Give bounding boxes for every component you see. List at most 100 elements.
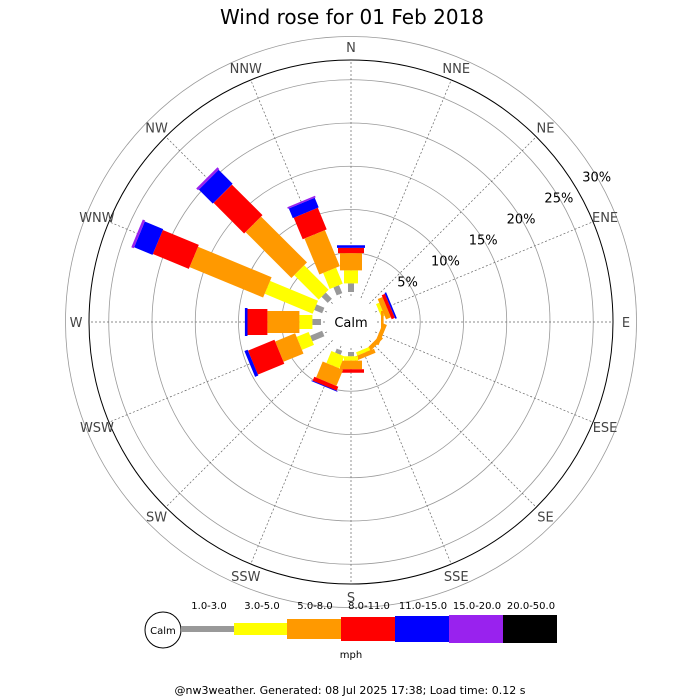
bar-nw-bin-4 xyxy=(213,184,263,234)
calm-center-label: Calm xyxy=(334,316,367,331)
bar-w-bin-1 xyxy=(312,319,321,325)
direction-label-ne: NE xyxy=(536,122,554,137)
direction-labels: N NNE NE ENE E ESE SE SSE S SSW SW WSW W WNW NW NNW xyxy=(70,41,631,606)
spoke-ne xyxy=(369,136,537,304)
bar-wsw-bin-1 xyxy=(310,330,325,342)
legend-swatch-1 xyxy=(181,626,234,632)
bar-wsw-bin-4 xyxy=(248,339,285,375)
ring-label-2: 10% xyxy=(431,254,460,269)
bar-n-bin-4 xyxy=(338,247,364,254)
bar-nw-bin-5 xyxy=(198,169,233,204)
footer-text: @nw3weather. Generated: 08 Jul 2025 17:3… xyxy=(175,684,526,697)
bar-w-bin-5 xyxy=(244,308,248,336)
bar-ssw-bin-2 xyxy=(326,351,345,369)
legend-label-2: 3.0-5.0 xyxy=(244,601,279,612)
bar-wnw-bin-2 xyxy=(264,280,318,314)
legend-swatch-3 xyxy=(287,619,341,639)
speed-legend: Calm 1.0-3.0 3.0-5.0 5.0-8.0 8.0-11.0 11.0-1… xyxy=(144,601,557,661)
bar-ene-bin-4 xyxy=(381,293,395,320)
bar-nw-bin-6 xyxy=(196,167,220,191)
calm-center xyxy=(327,298,375,346)
bar-s-bin-3 xyxy=(340,360,362,370)
ring-label-3: 15% xyxy=(469,233,498,248)
legend-label-3: 5.0-8.0 xyxy=(297,601,332,612)
bar-s-bin-4 xyxy=(338,369,364,373)
direction-label-nw: NW xyxy=(145,122,168,137)
direction-label-sw: SW xyxy=(146,510,167,525)
bar-nw-bin-2 xyxy=(294,265,329,300)
spoke-sse xyxy=(360,345,452,565)
bar-ssw-bin-3 xyxy=(316,361,344,386)
direction-label-ene: ENE xyxy=(592,211,618,226)
bar-w-bin-4 xyxy=(247,309,268,335)
legend-swatch-4 xyxy=(341,617,395,641)
bar-wsw-bin-5 xyxy=(244,349,259,377)
direction-label-nne: NNE xyxy=(442,62,470,77)
direction-label-e: E xyxy=(622,316,630,331)
ring-label-6: 30% xyxy=(582,171,611,186)
spoke-sw xyxy=(165,340,333,508)
direction-label-w: W xyxy=(70,316,83,331)
direction-label-n: N xyxy=(346,41,356,56)
direction-label-s: S xyxy=(347,591,355,606)
legend-label-1: 1.0-3.0 xyxy=(191,601,226,612)
direction-label-wsw: WSW xyxy=(80,421,114,436)
bar-n-bin-5 xyxy=(337,245,365,248)
direction-label-ese: ESE xyxy=(593,421,618,436)
spoke-se xyxy=(369,340,537,508)
spoke-ene xyxy=(374,221,594,313)
wind-bars xyxy=(131,167,397,392)
bar-ssw-bin-5 xyxy=(311,380,338,392)
legend-swatch-6 xyxy=(449,615,503,643)
direction-label-se: SE xyxy=(537,510,553,525)
bar-nw-bin-3 xyxy=(245,216,307,278)
legend-calm-label: Calm xyxy=(150,626,176,637)
spoke-ese xyxy=(374,331,594,423)
direction-label-wnw: WNW xyxy=(79,211,115,226)
bar-wnw-bin-6 xyxy=(131,219,146,249)
bar-nnw-bin-3 xyxy=(304,230,340,275)
bar-ene-bin-3 xyxy=(377,297,391,320)
legend-unit-label: mph xyxy=(340,650,362,661)
bar-sse-bin-2 xyxy=(356,347,371,356)
bar-wnw-bin-5 xyxy=(134,221,164,255)
bar-wnw-bin-1 xyxy=(314,304,325,314)
ring-label-4: 20% xyxy=(507,213,536,228)
spoke-nne xyxy=(360,79,452,299)
bar-n-bin-2 xyxy=(344,270,358,284)
legend-label-7: 20.0-50.0 xyxy=(507,601,555,612)
legend-swatch-5 xyxy=(395,616,449,642)
bar-n-bin-1 xyxy=(348,283,354,292)
direction-label-nnw: NNW xyxy=(230,62,262,77)
bar-nnw-bin-2 xyxy=(323,267,343,289)
chart-title: Wind rose for 01 Feb 2018 xyxy=(220,5,484,29)
legend-label-6: 15.0-20.0 xyxy=(453,601,501,612)
ring-label-5: 25% xyxy=(544,192,573,207)
spoke-wsw xyxy=(108,331,328,423)
legend-label-4: 8.0-11.0 xyxy=(348,601,390,612)
outer-ring xyxy=(88,59,614,585)
bar-nnw-bin-4 xyxy=(293,207,327,240)
bar-wsw-bin-2 xyxy=(296,332,314,350)
spoke-ssw xyxy=(250,345,342,565)
legend-swatch-2 xyxy=(234,623,287,635)
bar-nnw-bin-5 xyxy=(288,197,319,219)
legend-label-5: 11.0-15.0 xyxy=(399,601,447,612)
bar-wnw-bin-4 xyxy=(152,230,199,269)
bar-w-bin-3 xyxy=(267,311,300,333)
direction-label-sse: SSE xyxy=(444,570,469,585)
ring-2 xyxy=(238,209,464,435)
bar-nnw-bin-1 xyxy=(333,285,343,296)
bar-w-bin-2 xyxy=(299,315,313,329)
legend-swatch-7 xyxy=(503,615,557,643)
bar-nw-bin-1 xyxy=(321,292,332,303)
bar-wsw-bin-3 xyxy=(275,333,304,362)
bar-ssw-bin-4 xyxy=(312,376,339,391)
bar-wnw-bin-3 xyxy=(189,246,272,298)
bar-s-bin-1 xyxy=(348,352,354,357)
bar-s-bin-2 xyxy=(344,356,358,361)
bar-sse-bin-3 xyxy=(353,348,376,362)
bar-nnw-bin-6 xyxy=(287,195,316,209)
